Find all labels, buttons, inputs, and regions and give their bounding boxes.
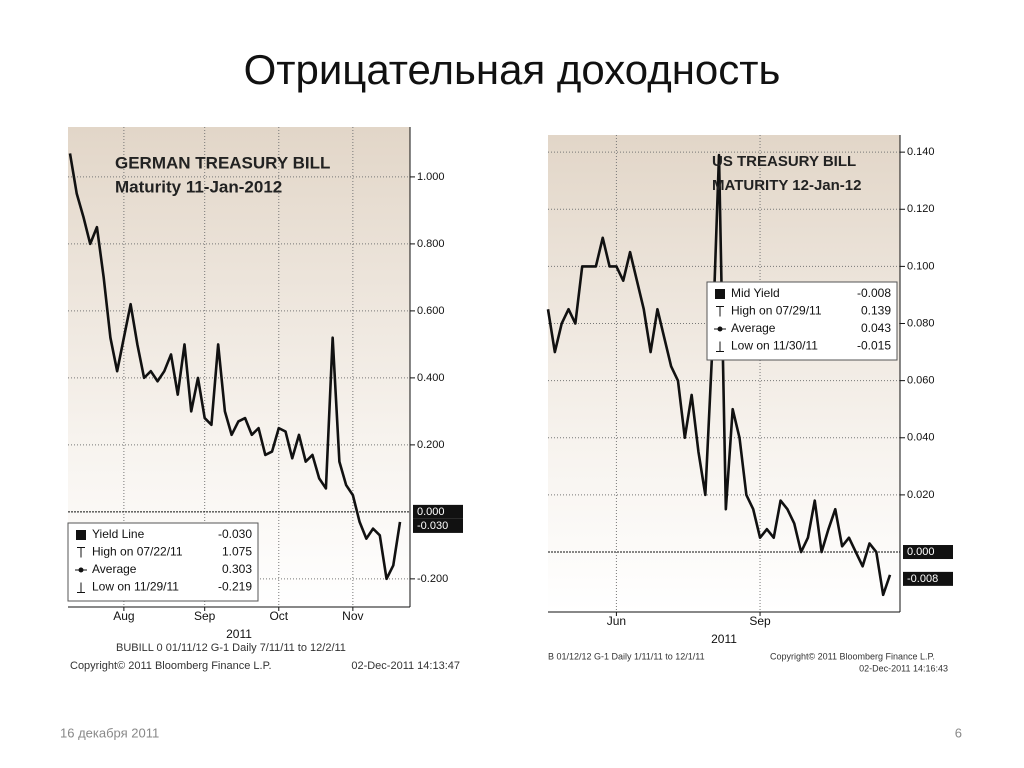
legend-icon (78, 567, 84, 573)
slide-number: 6 (955, 725, 962, 740)
legend-label: Average (731, 321, 776, 335)
legend-label: Low on 11/29/11 (92, 580, 179, 594)
legend-value: 0.139 (861, 304, 891, 318)
x-tick-label: Jun (607, 614, 626, 628)
y-tick-label: 0.600 (417, 305, 445, 317)
legend-value: 0.043 (861, 321, 891, 335)
legend-label: Average (92, 562, 137, 576)
chart-title: GERMAN TREASURY BILL (115, 153, 330, 172)
legend-label: Low on 11/30/11 (731, 339, 818, 353)
chart-title: Maturity 11-Jan-2012 (115, 177, 282, 196)
legend-icon (717, 326, 723, 332)
chart: 0.140 0.120 0.100 0.080 0.060 0.040 0.020 Jun Se… (546, 135, 953, 673)
legend-value: 1.075 (222, 545, 252, 559)
y-tick-label: 1.000 (417, 171, 445, 183)
y-tick-label: 0.120 (907, 203, 935, 215)
y-tick-label: 0.200 (417, 439, 445, 451)
x-tick-label: Sep (749, 614, 771, 628)
value-tag (903, 545, 953, 560)
legend-value: -0.008 (857, 286, 891, 300)
value-tag (413, 504, 463, 519)
y-tick-label: 0.080 (907, 317, 935, 329)
footer-text: BUBILL 0 01/11/12 G-1 Daily 7/11/11 to 1… (116, 642, 346, 654)
footer-text: 02-Dec-2011 14:16:43 (859, 663, 948, 673)
y-tick-label: -0.200 (417, 573, 448, 585)
y-tick-label: 0.400 (417, 372, 445, 384)
footer-text: B 01/12/12 G-1 Daily 1/11/11 to 12/1/11 (548, 651, 705, 661)
legend-value: -0.219 (218, 580, 252, 594)
slide-title: Отрицательная доходность (244, 46, 781, 93)
legend-label: High on 07/29/11 (731, 304, 822, 318)
value-tag-label: 0.000 (907, 546, 935, 558)
chart-title: MATURITY 12-Jan-12 (712, 177, 861, 194)
footer-text: Copyright© 2011 Bloomberg Finance L.P. (770, 651, 935, 661)
y-tick-label: 0.020 (907, 489, 935, 501)
x-tick-label: Oct (269, 609, 288, 623)
x-axis-year: 2011 (226, 627, 252, 641)
y-tick-label: 0.800 (417, 238, 445, 250)
x-axis-year: 2011 (711, 632, 737, 646)
legend-box (706, 281, 898, 361)
footer-text: 02-Dec-2011 14:13:47 (351, 660, 460, 672)
value-tag-label: -0.008 (907, 573, 938, 585)
slide-date: 16 декабря 2011 (60, 725, 159, 740)
x-tick-label: Nov (342, 609, 363, 623)
value-tag-label: 0.000 (417, 506, 445, 518)
legend-label: Yield Line (92, 527, 145, 541)
chart: 1.000 0.800 0.600 0.400 0.200 -0.200 Aug Sep Oct… (67, 127, 463, 672)
y-tick-label: 0.040 (907, 432, 935, 444)
yield-line (546, 153, 892, 597)
chart-title: US TREASURY BILL (712, 153, 856, 170)
y-tick-label: 0.060 (907, 375, 935, 387)
legend-value: -0.030 (218, 527, 252, 541)
legend-box (67, 522, 259, 602)
legend-icon (715, 289, 725, 299)
value-tag (903, 571, 953, 586)
value-tag (413, 518, 463, 533)
legend-value: -0.015 (857, 339, 891, 353)
legend-value: 0.303 (222, 562, 252, 576)
legend-label: High on 07/22/11 (92, 545, 183, 559)
legend-label: Mid Yield (731, 286, 780, 300)
x-tick-label: Aug (113, 609, 134, 623)
value-tag-label: -0.030 (417, 520, 448, 532)
legend-icon (76, 530, 86, 540)
y-tick-label: 0.140 (907, 146, 935, 158)
y-tick-label: 0.100 (907, 260, 935, 272)
yield-line (68, 153, 402, 581)
x-tick-label: Sep (194, 609, 216, 623)
footer-text: Copyright© 2011 Bloomberg Finance L.P. (70, 660, 272, 672)
